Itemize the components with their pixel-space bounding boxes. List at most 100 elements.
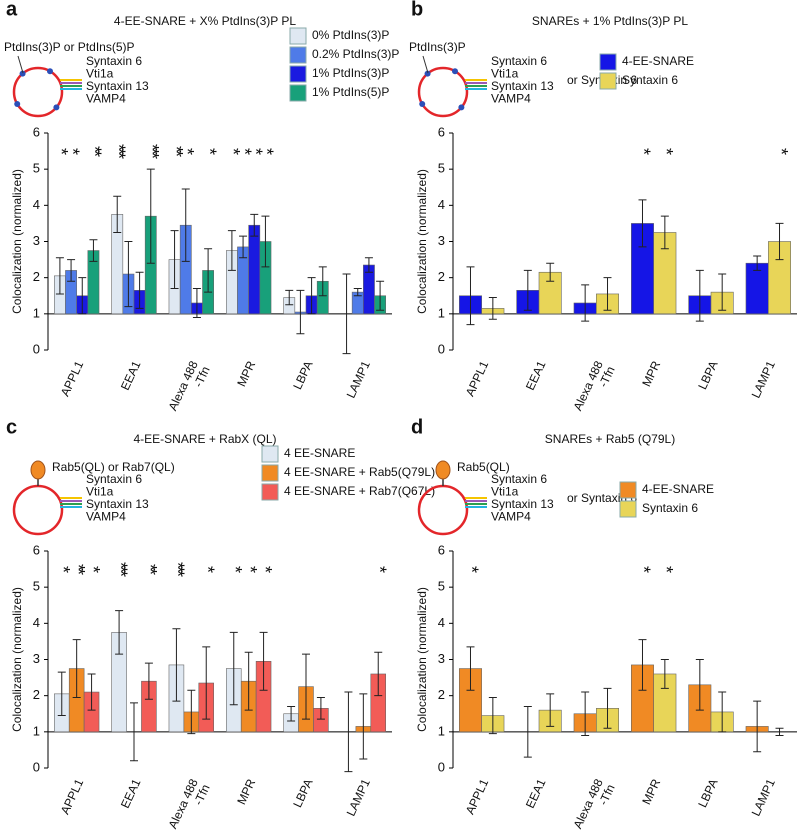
legend-swatch [261,483,279,501]
panel-title: SNAREs + Rab5 (Q79L) [545,432,675,446]
y-axis-label: Colocalization (normalized) [415,169,429,314]
y-tick-label: 5 [33,579,40,594]
significance: * [240,566,260,573]
lipid [53,104,60,111]
error-bar [135,271,144,309]
legend-label: 4 EE-SNARE [284,446,355,460]
y-axis-label: Colocalization (normalized) [415,587,429,732]
panel-title: 4-EE-SNARE + RabX (QL) [133,432,276,446]
legend-swatch [619,481,637,499]
y-tick-label: 6 [438,542,445,557]
error-bar [130,702,138,762]
error-bar [124,241,133,308]
significance: * [83,566,103,573]
legend-label: 0.2% PtdIns(3)P [312,47,399,61]
error-bar [581,691,590,736]
x-tick-label: APPL1 [463,776,492,816]
error-bar [695,659,704,711]
legend-label: Syntaxin 6 [622,73,678,87]
y-tick-label: 2 [438,687,445,702]
y-tick-label: 5 [438,579,445,594]
legend-swatch [289,46,307,64]
x-tick-label: LAMP1 [749,358,778,400]
significance: * [771,148,791,155]
panel-title: 4-EE-SNARE + X% PtdIns(3)P PL [114,14,297,28]
significance: * [634,148,654,155]
diagram-label: Syntaxin 6 [86,472,142,486]
x-tick-label: MPR [639,776,663,806]
error-bar [307,277,316,315]
legend-swatch [599,72,617,90]
pointer [422,55,429,74]
y-tick-label: 4 [33,197,40,212]
error-bar [316,696,325,720]
error-bar [466,646,475,691]
y-tick-label: 5 [33,161,40,176]
y-tick-label: 0 [438,341,445,356]
error-bar [775,222,784,261]
panel-letter: a [6,0,18,20]
pointer [17,55,24,74]
error-bar [603,687,612,729]
error-bar [113,195,122,233]
error-bar [55,257,64,295]
error-bar [374,651,383,697]
y-tick-label: 1 [33,305,40,320]
y-tick-label: 1 [33,723,40,738]
y-tick-label: 5 [438,161,445,176]
x-tick-label: EEA1 [523,776,549,810]
vesicle [417,484,469,536]
x-tick-label: LBPA [695,359,720,392]
error-bar [638,199,647,248]
diagram-label: Vti1a [491,485,519,499]
legend-label: 4-EE-SNARE [622,54,694,68]
diagram-label: Rab5(QL) or Rab7(QL) [52,460,175,474]
x-tick-label: LAMP1 [749,776,778,818]
x-tick-label: LBPA [290,777,315,810]
significance: ** [68,564,88,575]
significance: * [62,148,82,155]
error-bar [204,248,213,293]
error-bar [753,700,762,753]
error-bar [523,269,532,311]
legend-swatch [289,84,307,102]
legend-swatch [289,65,307,83]
error-bar [202,646,211,720]
error-bar [144,662,153,700]
y-tick-label: 0 [33,759,40,774]
x-tick-label: LAMP1 [344,358,373,400]
error-bar [546,262,555,282]
error-bar [239,235,248,259]
error-bar [57,671,66,717]
diagram-label: Syntaxin 13 [86,497,149,511]
legend-swatch [619,500,637,518]
error-bar [359,693,368,760]
x-tick-label: LBPA [290,359,315,392]
significance: ** [85,146,105,157]
y-tick-label: 3 [33,233,40,248]
error-bar [376,280,385,311]
y-tick-label: 3 [438,233,445,248]
diagram-label: Vti1a [86,67,114,81]
diagram-label: PtdIns(3)P [409,40,466,54]
significance: *** [108,144,128,159]
vesicle [417,66,469,118]
diagram-label: Syntaxin 13 [86,79,149,93]
error-bar [187,689,196,735]
significance: * [257,148,277,155]
error-bar [603,277,612,311]
error-bar [87,673,96,711]
diagram-label: VAMP4 [491,510,531,524]
error-bar [718,691,727,733]
diagram-label: Rab5(QL) [457,460,510,474]
legend-label: 4-EE-SNARE [642,482,714,496]
y-axis-label: Colocalization (normalized) [10,169,24,314]
legend-swatch [599,53,617,71]
legend-label: 4 EE-SNARE + Rab5(Q79L) [284,465,435,479]
x-tick-label: APPL1 [58,358,87,398]
lipid [14,101,21,107]
rab [435,460,451,480]
error-bar [775,727,784,736]
x-tick-label: EEA1 [523,358,549,392]
